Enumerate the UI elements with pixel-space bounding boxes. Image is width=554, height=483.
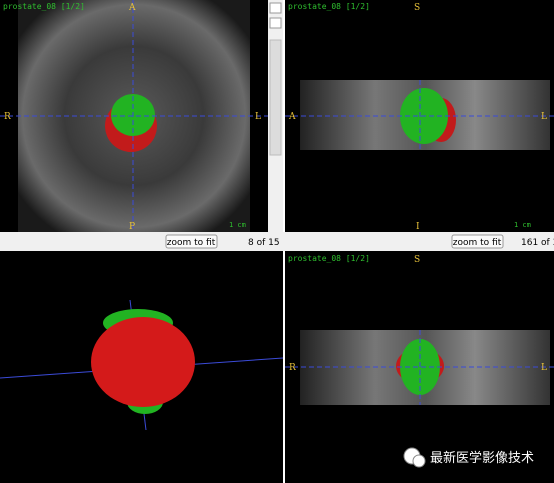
- orientation: R: [289, 363, 296, 373]
- orientation: I: [416, 222, 420, 232]
- orientation: L: [541, 112, 547, 122]
- orientation: P: [129, 222, 135, 232]
- orientation: A: [288, 112, 296, 122]
- scale-bar: 1 cm: [229, 221, 246, 229]
- watermark: 最新医学影像技术: [430, 450, 534, 466]
- orientation: S: [414, 255, 420, 265]
- zoom-button[interactable]: [165, 234, 218, 249]
- slice-counter: 8 of 15: [248, 238, 280, 248]
- orientation: A: [128, 3, 136, 13]
- orientation: L: [255, 112, 261, 122]
- scroll-thumb[interactable]: [269, 39, 282, 156]
- view-title: prostate_08 [1/2]: [288, 254, 370, 263]
- orientation: L: [541, 363, 547, 373]
- slice-counter: 161 of 32: [521, 238, 554, 248]
- icon-button[interactable]: [269, 17, 282, 29]
- view-title: prostate_08 [1/2]: [3, 2, 85, 11]
- scale-bar: 1 cm: [514, 221, 531, 229]
- status-bar: [0, 232, 554, 251]
- wechat-icon: [412, 454, 426, 468]
- button-label[interactable]: zoom to fit: [453, 238, 502, 248]
- button-label[interactable]: zoom to fit: [167, 238, 216, 248]
- icon-button[interactable]: [269, 2, 282, 14]
- zoom-button[interactable]: [451, 234, 504, 249]
- segmentation-red: [91, 317, 195, 407]
- view-title: prostate_08 [1/2]: [288, 2, 370, 11]
- orientation: R: [4, 112, 11, 122]
- orientation: S: [414, 3, 420, 13]
